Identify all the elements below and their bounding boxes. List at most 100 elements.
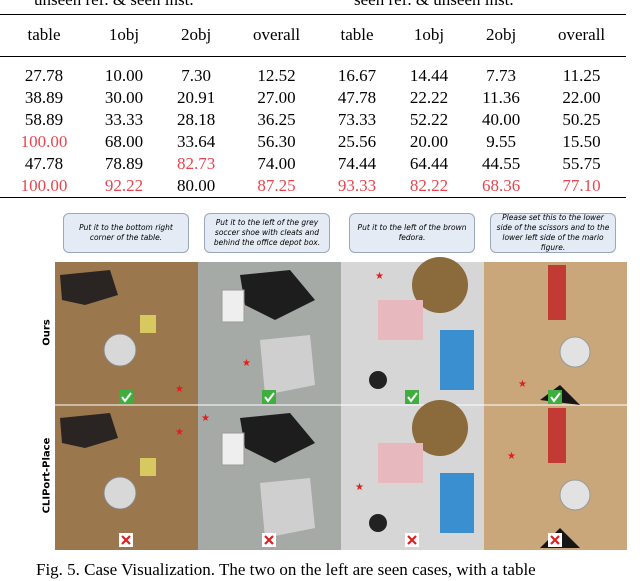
check [119,390,133,404]
cell: 47.78 [24,154,64,173]
rule [0,14,626,15]
box [140,458,156,476]
star: ★ [355,482,364,493]
cell: 33.64 [176,132,216,151]
results-table: table 1obj 2obj overall table 1obj 2obj overall… [0,22,626,198]
cell: 40.00 [481,110,521,129]
star: ★ [242,358,251,369]
star: ★ [175,384,184,395]
bowl [103,476,137,510]
fedora [412,400,468,456]
cell: 36.25 [257,110,296,129]
cell: 74.44 [337,154,377,173]
col-header: overall [252,25,301,44]
instruction: Please set this to the lower side of the… [490,213,616,253]
shoe-grey [260,478,315,538]
hammer [369,514,387,532]
caption: Fig. 5. Case Visualization. The two on t… [36,560,536,579]
shoe-grey [260,335,315,395]
cell: 93.33 [337,176,377,195]
cross-mark [121,535,560,545]
cell: 87.25 [257,176,296,195]
cell: 30.00 [104,88,144,107]
col-header: 2obj [180,25,212,44]
cell: 68.36 [481,176,521,195]
cell: 28.18 [176,110,216,129]
cell: 44.55 [481,154,521,173]
check-mark [121,392,561,403]
cell: 73.33 [337,110,377,129]
office-box [221,432,245,466]
col-header: 2obj [485,25,517,44]
cell: 77.10 [562,176,601,195]
fedora [412,257,468,313]
shoe [240,413,315,463]
cell: 74.00 [257,154,296,173]
cell: 11.25 [562,66,601,85]
cell: 55.75 [562,154,601,173]
cell: 20.00 [409,132,449,151]
pink-box [378,443,423,483]
check [405,390,419,404]
boot [60,413,118,448]
objects [60,257,591,548]
cell: 56.30 [257,132,296,151]
cell: 12.52 [257,66,296,85]
cell: 47.78 [337,88,377,107]
star: ★ [375,271,384,282]
blue-box [440,330,474,390]
cell: 25.56 [337,132,377,151]
cell: 22.22 [409,88,449,107]
check [262,390,276,404]
col-header: overall [557,25,606,44]
cell: 9.55 [486,132,516,151]
target-stars: ★ ★ ★ ★ ★ ★ ★ ★ [175,271,527,493]
mario [548,408,566,463]
cell: 92.22 [104,176,144,195]
instruction: Put it to the bottom right corner of the… [63,213,189,253]
mario [548,265,566,320]
cell: 7.30 [181,66,211,85]
group-header: seen ref. & unseen inst. [354,0,514,10]
cell: 78.89 [104,154,144,173]
cell: 100.00 [20,132,68,151]
cell: 80.00 [176,176,216,195]
cell: 52.22 [409,110,449,129]
col-header: table [27,25,61,44]
box [140,315,156,333]
cell: 82.73 [176,154,216,173]
result-icons [119,390,562,547]
star: ★ [175,427,184,438]
group-header: unseen ref. & seen inst. [34,0,194,10]
instruction: Put it to the left of the grey soccer sh… [204,213,330,253]
cell: 100.00 [20,176,68,195]
bowl [559,336,591,368]
cell: 27.00 [257,88,296,107]
blue-box [440,473,474,533]
cell: 22.00 [562,88,601,107]
cell: 15.50 [562,132,601,151]
cell: 33.33 [104,110,144,129]
cell: 27.78 [24,66,64,85]
check [548,390,562,404]
instruction: Put it to the left of the brown fedora. [349,213,475,253]
bowl [559,479,591,511]
col-header: 1obj [108,25,140,44]
cell: 20.91 [176,88,216,107]
cell: 14.44 [409,66,449,85]
row-label: Ours [41,319,53,346]
cell: 58.89 [24,110,64,129]
cell: 82.22 [409,176,449,195]
star: ★ [507,451,516,462]
cell: 16.67 [337,66,377,85]
boot [60,270,118,305]
panels [55,262,627,550]
cell: 10.00 [104,66,144,85]
hammer [369,371,387,389]
shoe [240,270,315,320]
cell: 11.36 [482,88,520,107]
star: ★ [518,379,527,390]
cell: 38.89 [24,88,64,107]
office-box [221,289,245,323]
